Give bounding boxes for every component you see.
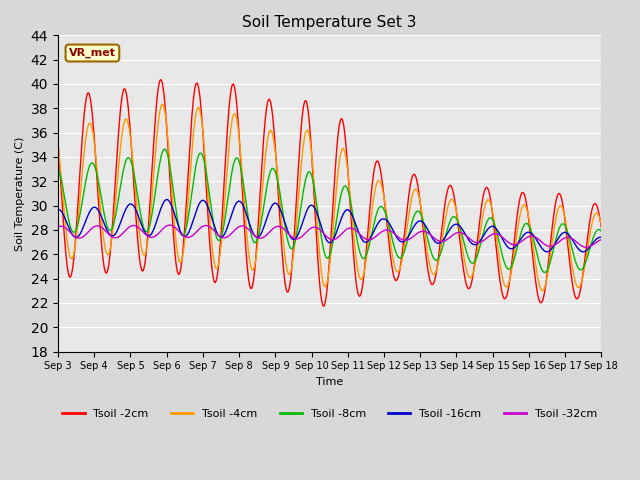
Title: Soil Temperature Set 3: Soil Temperature Set 3 bbox=[243, 15, 417, 30]
Text: VR_met: VR_met bbox=[69, 48, 116, 58]
X-axis label: Time: Time bbox=[316, 377, 343, 387]
Y-axis label: Soil Temperature (C): Soil Temperature (C) bbox=[15, 136, 25, 251]
Legend: Tsoil -2cm, Tsoil -4cm, Tsoil -8cm, Tsoil -16cm, Tsoil -32cm: Tsoil -2cm, Tsoil -4cm, Tsoil -8cm, Tsoi… bbox=[58, 405, 602, 423]
